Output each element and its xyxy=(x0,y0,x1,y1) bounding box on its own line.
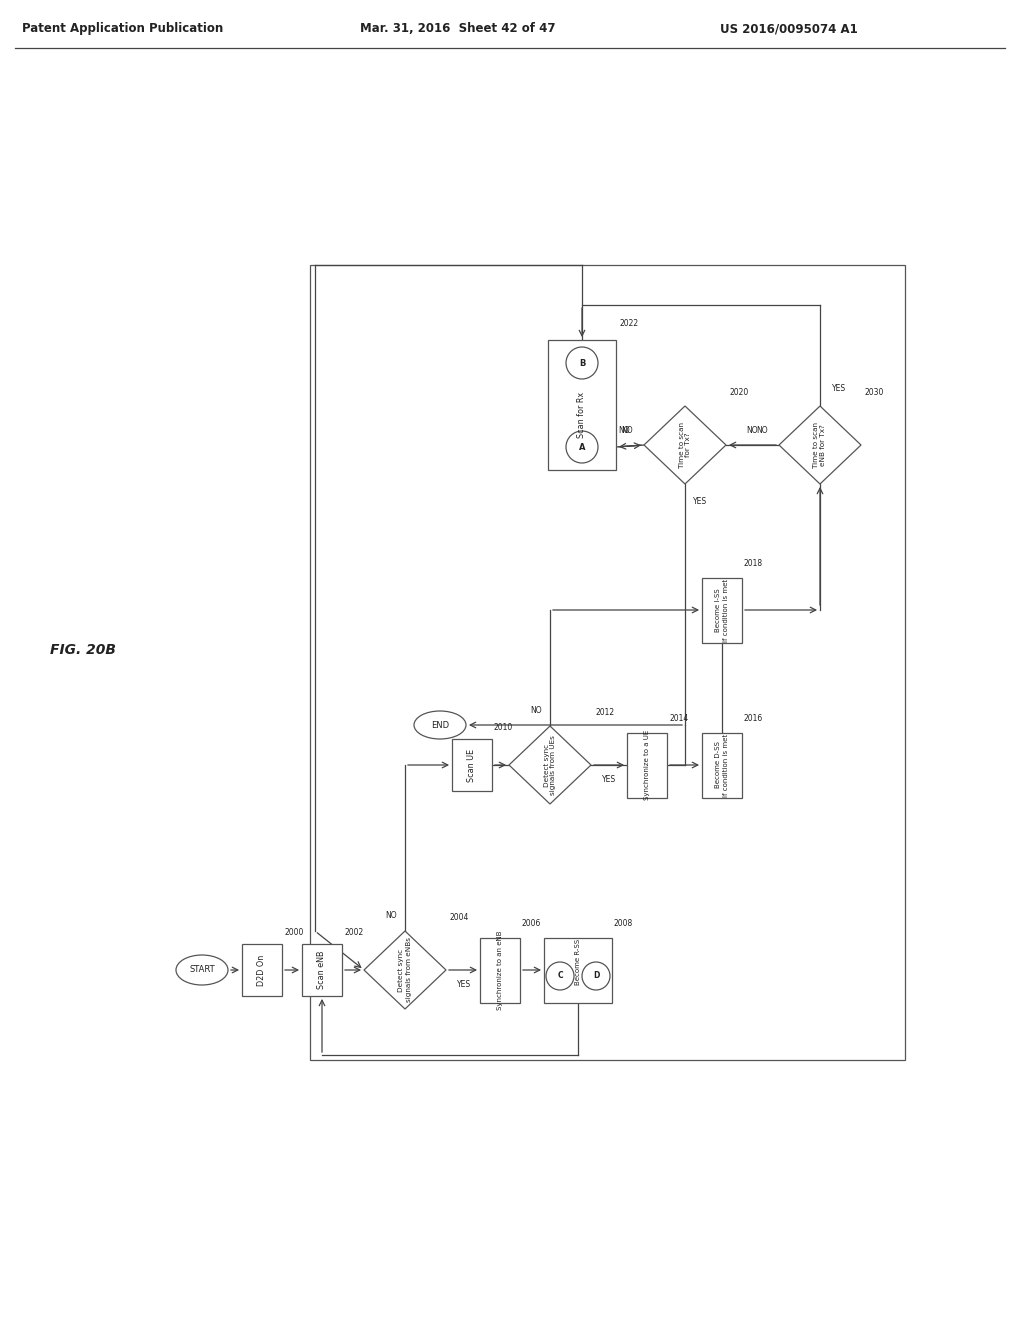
Text: NO: NO xyxy=(757,426,768,436)
Polygon shape xyxy=(779,407,861,484)
Ellipse shape xyxy=(414,711,466,739)
FancyBboxPatch shape xyxy=(627,733,667,797)
Polygon shape xyxy=(364,931,446,1008)
Text: Time to scan
for Tx?: Time to scan for Tx? xyxy=(679,422,691,469)
Text: YES: YES xyxy=(693,498,708,506)
Text: US 2016/0095074 A1: US 2016/0095074 A1 xyxy=(720,22,858,36)
Text: 2020: 2020 xyxy=(730,388,750,397)
Text: Detect sync
signals from eNBs: Detect sync signals from eNBs xyxy=(398,937,412,1002)
Text: Become R-SS: Become R-SS xyxy=(575,939,581,985)
Text: 2002: 2002 xyxy=(344,928,364,937)
Circle shape xyxy=(566,347,598,379)
Text: 2022: 2022 xyxy=(620,319,639,327)
Circle shape xyxy=(566,432,598,463)
FancyBboxPatch shape xyxy=(702,578,742,643)
Text: Mar. 31, 2016  Sheet 42 of 47: Mar. 31, 2016 Sheet 42 of 47 xyxy=(360,22,555,36)
Circle shape xyxy=(546,962,574,990)
FancyBboxPatch shape xyxy=(242,944,282,997)
Polygon shape xyxy=(509,726,591,804)
FancyBboxPatch shape xyxy=(452,739,492,791)
Text: 2004: 2004 xyxy=(450,913,469,921)
Text: YES: YES xyxy=(831,384,846,393)
Polygon shape xyxy=(644,407,726,484)
FancyBboxPatch shape xyxy=(480,937,520,1002)
Text: Become D-SS
If condition is met: Become D-SS If condition is met xyxy=(716,734,728,796)
Text: START: START xyxy=(189,965,215,974)
Text: NO: NO xyxy=(530,706,542,715)
Text: 2006: 2006 xyxy=(522,919,542,928)
Text: 2018: 2018 xyxy=(744,558,763,568)
Text: A: A xyxy=(579,442,586,451)
Text: D: D xyxy=(593,972,599,981)
Text: Detect sync
signals from UEs: Detect sync signals from UEs xyxy=(544,735,556,795)
Text: 2030: 2030 xyxy=(865,388,885,397)
Text: NO: NO xyxy=(746,426,759,436)
Text: 2008: 2008 xyxy=(614,919,633,928)
Text: YES: YES xyxy=(602,775,616,784)
FancyBboxPatch shape xyxy=(702,733,742,797)
Text: 2000: 2000 xyxy=(284,928,303,937)
Text: B: B xyxy=(579,359,585,367)
FancyBboxPatch shape xyxy=(548,341,616,470)
Text: Synchronize to a UE: Synchronize to a UE xyxy=(644,730,650,800)
Text: NO: NO xyxy=(618,426,630,436)
Text: Scan eNB: Scan eNB xyxy=(317,950,327,989)
Text: Scan for Rx: Scan for Rx xyxy=(578,392,587,438)
Text: FIG. 20B: FIG. 20B xyxy=(50,643,116,657)
Text: C: C xyxy=(557,972,563,981)
Text: END: END xyxy=(431,721,450,730)
Text: NO: NO xyxy=(622,426,633,436)
Text: YES: YES xyxy=(457,979,471,989)
Text: 2014: 2014 xyxy=(669,714,688,723)
Text: 2010: 2010 xyxy=(494,723,513,733)
Text: Scan UE: Scan UE xyxy=(468,748,476,781)
Ellipse shape xyxy=(176,954,228,985)
FancyBboxPatch shape xyxy=(544,937,612,1002)
FancyBboxPatch shape xyxy=(302,944,342,997)
Text: D2D On: D2D On xyxy=(257,954,266,986)
Text: Time to scan
eNB for Tx?: Time to scan eNB for Tx? xyxy=(813,422,826,469)
Text: Patent Application Publication: Patent Application Publication xyxy=(22,22,223,36)
Text: Become I-SS
If condition is met: Become I-SS If condition is met xyxy=(716,578,728,642)
Text: NO: NO xyxy=(385,911,397,920)
Circle shape xyxy=(582,962,610,990)
Text: 2016: 2016 xyxy=(744,714,763,723)
Text: 2012: 2012 xyxy=(595,708,614,717)
Text: Synchronize to an eNB: Synchronize to an eNB xyxy=(497,931,503,1010)
